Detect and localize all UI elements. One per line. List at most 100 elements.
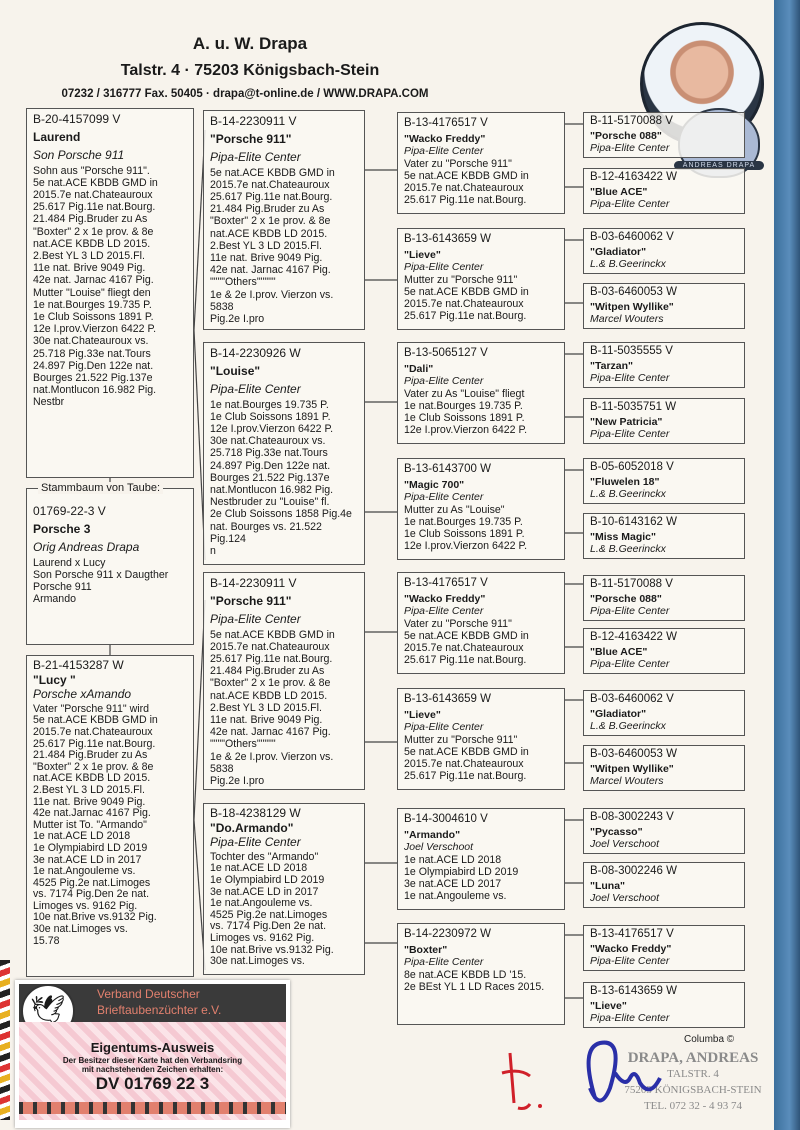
performance-note: Vater "Porsche 911" wird <box>33 702 150 715</box>
performance-note: Pig.2e I.pro <box>210 313 265 326</box>
grandparent-box: B-14-2230911 V "Porsche 911" Pipa-Elite Ce… <box>203 572 365 790</box>
performance-note: 10e nat.Brive vs.9132 Pig. <box>33 911 157 924</box>
ring-number: B-11-5170088 V <box>590 578 673 590</box>
ring-number: B-13-4176517 V <box>404 117 488 129</box>
breeder-name: Joel Verschoot <box>590 838 660 851</box>
breeder-name: Pipa-Elite Center <box>590 605 670 618</box>
breeder-name: Pipa-Elite Center <box>590 372 670 385</box>
breeder-name: A. u. W. Drapa <box>192 34 308 53</box>
performance-note: 25.617 Pig.11e nat.Bourg. <box>210 191 333 204</box>
performance-note: Limoges vs. 9162 Pig. <box>33 899 138 912</box>
ring-number: B-14-2230911 V <box>210 576 297 590</box>
pigeon-name: "Dali" <box>404 363 434 376</box>
performance-note: 2015.7e nat.Chateauroux <box>404 182 524 195</box>
performance-note: Sohn aus "Porsche 911". <box>33 164 150 177</box>
grandparent-box: B-14-2230926 W "Louise" Pipa-Elite Center 1… <box>203 342 365 565</box>
performance-note: 1e nat.Bourges 19.735 P. <box>33 298 152 311</box>
performance-note: 2.Best YL 3 LD 2015.Fl. <box>210 701 322 714</box>
stamp-line: 75203 KÖNIGSBACH-STEIN <box>624 1084 762 1096</box>
performance-note: Bourges 21.522 Pig.137e <box>33 372 153 385</box>
card-text: Der Besitzer dieser Karte hat den Verban… <box>35 1056 270 1074</box>
performance-note: 24.897 Pig.Den 122e nat. <box>210 459 331 472</box>
performance-note: 2015.7e nat.Chateauroux <box>33 189 153 202</box>
performance-note: 2.Best YL 3 LD 2015.Fl. <box>33 783 145 796</box>
performance-note: Tochter des "Armando" <box>210 850 319 863</box>
performance-note: nat. Bourges vs. 21.522 Pig.124 <box>210 520 322 545</box>
performance-note: 3e nat.ACE LD 2017 <box>404 878 502 891</box>
performance-note: nat.ACE KBDB LD 2015. <box>33 772 151 785</box>
performance-note: Mutter "Louise" fliegt den <box>33 286 151 299</box>
great-great-grandparent-box: B-13-4176517 V "Wacko Freddy" Pipa-Elite C… <box>583 925 745 971</box>
breeder-name: Pipa-Elite Center <box>590 955 670 968</box>
performance-note: 2e BEst YL 1 LD Races 2015. <box>404 980 545 993</box>
breeder-name: Pipa-Elite Center <box>404 145 484 158</box>
great-great-grandparent-box: B-11-5170088 V "Porsche 088" Pipa-Elite Ce… <box>583 575 745 621</box>
great-great-grandparent-box: B-11-5170088 V "Porsche 088" Pipa-Elite Ce… <box>583 112 745 158</box>
subject-note: Armando <box>33 593 76 606</box>
card-ornament-band <box>19 1102 286 1114</box>
performance-note: 5e nat.ACE KBDB GMD in <box>404 629 529 642</box>
breeder-name: Pipa-Elite Center <box>590 428 670 441</box>
pigeon-name: "Porsche 088" <box>590 593 662 606</box>
performance-note: nat.Montlucon 16.982 Pig. <box>33 384 157 397</box>
subject-pigeon-box: 01769-22-3 V Porsche 3 Orig Andreas Drap… <box>26 488 194 645</box>
performance-note: 1e nat.ACE LD 2018 <box>33 830 131 843</box>
breeder-name: Pipa-Elite Center <box>404 261 484 274</box>
breeder-name: Marcel Wouters <box>590 775 664 788</box>
performance-note: 3e nat.ACE LD in 2017 <box>33 853 142 866</box>
ring-number: B-11-5035555 V <box>590 345 673 357</box>
breeder-address: Talstr. 4 · 75203 Königsbach-Stein <box>120 62 380 79</box>
performance-note: "Boxter" 2 x 1e prov. & 8e <box>210 677 331 690</box>
card-text-line: Der Besitzer dieser Karte hat den Verban… <box>62 1056 243 1065</box>
performance-note: 42e nat.Jarnac 4167 Pig. <box>33 807 151 820</box>
performance-note: Vater zu "Porsche 911" <box>404 157 512 170</box>
great-great-grandparent-box: B-08-3002243 V "Pycasso" Joel Verschoot <box>583 808 745 854</box>
handwritten-signature <box>501 1040 662 1110</box>
performance-note: 5e nat.ACE KBDB GMD in <box>404 745 529 758</box>
performance-note: 25.617 Pig.11e nat.Bourg. <box>210 653 333 666</box>
card-org-line: Verband Deutscher <box>97 987 200 1001</box>
performance-note: """"Others""""" <box>210 276 276 289</box>
performance-note: 1e nat.Angouleme vs. <box>404 890 507 903</box>
breeder-name: Pipa-Elite Center <box>210 612 301 627</box>
pigeon-name: "Gladiator" <box>590 708 647 721</box>
performance-note: 5e nat.ACE KBDB GMD in <box>33 176 158 189</box>
performance-note: 2015.7e nat.Chateauroux <box>404 642 524 655</box>
performance-note: nat.Montlucon 16.982 Pig. <box>210 484 334 497</box>
ring-number: B-11-5035751 W <box>590 401 677 413</box>
ring-number: B-03-6460053 W <box>590 748 677 760</box>
performance-note: 1e & 2e I.prov. Vierzon vs. 5838 <box>210 288 334 313</box>
performance-note: n <box>210 545 216 558</box>
grandparent-box: B-18-4238129 W "Do.Armando" Pipa-Elite Cen… <box>203 803 365 975</box>
performance-note: 1e Club Soissons 1891 P. <box>404 528 525 541</box>
performance-note: 1e nat.Bourges 19.735 P. <box>404 399 523 412</box>
breeder-name: Pipa-Elite Center <box>590 198 670 211</box>
performance-note: 1e Olympiabird LD 2019 <box>33 841 148 854</box>
performance-note: 1e Olympiabird LD 2019 <box>404 865 519 878</box>
performance-note: 11e nat. Brive 9049 Pig. <box>210 714 323 727</box>
breeder-name: Pipa-Elite Center <box>590 1012 670 1025</box>
pigeon-name: "Armando" <box>404 829 461 842</box>
ring-number: B-13-6143659 W <box>590 985 677 997</box>
great-great-grandparent-box: B-03-6460062 V "Gladiator" L.& B.Geerinckx <box>583 228 745 274</box>
great-great-grandparent-box: B-03-6460053 W "Witpen Wyllike" Marcel Wou… <box>583 283 745 329</box>
ring-number: B-21-4153287 W <box>33 658 124 672</box>
subject-note: Laurend x Lucy <box>33 556 106 569</box>
pigeon-name: "Lieve" <box>404 249 441 262</box>
great-great-grandparent-box: B-03-6460062 V "Gladiator" L.& B.Geerinckx <box>583 690 745 736</box>
pigeon-name: "Miss Magic" <box>590 531 656 544</box>
pigeon-name: "Wacko Freddy" <box>404 133 486 146</box>
subject-name: Porsche 3 <box>33 522 91 537</box>
ring-number: B-13-5065127 V <box>404 347 488 359</box>
ring-number: B-05-6052018 V <box>590 461 674 473</box>
card-organization: Verband Deutscher Brieftaubenzüchter e.V… <box>97 986 221 1018</box>
stamp-line: DRAPA, ANDREAS <box>627 1050 759 1066</box>
card-ring-number: DV 01769 22 3 <box>95 1074 210 1093</box>
breeder-name: Porsche xAmando <box>33 687 132 702</box>
performance-note: Nestbruder zu "Louise" fl. <box>210 496 330 509</box>
performance-note: 12e I.prov.Vierzon 6422 P. <box>404 424 528 437</box>
ring-number: B-11-5170088 V <box>590 115 673 127</box>
performance-note: 1e nat.Angouleme vs. <box>210 897 313 910</box>
performance-note: 1e nat.Bourges 19.735 P. <box>210 398 329 411</box>
card-title: Eigentums-Ausweis <box>90 1040 215 1055</box>
